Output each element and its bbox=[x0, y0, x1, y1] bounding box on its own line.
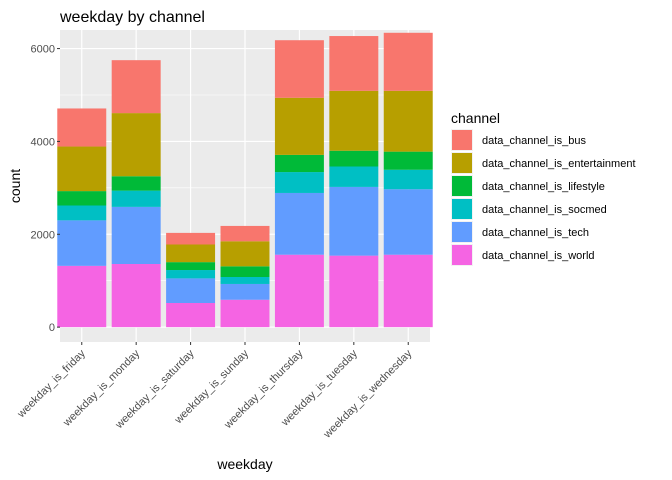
y-tick-label: 6000 bbox=[31, 44, 55, 56]
legend-label: data_channel_is_lifestyle bbox=[482, 181, 605, 193]
legend-label: data_channel_is_tech bbox=[482, 227, 589, 239]
bar-segment bbox=[329, 90, 379, 151]
legend-label: data_channel_is_entertainment bbox=[482, 158, 636, 170]
bar-segment bbox=[274, 154, 324, 173]
bar-segment bbox=[274, 254, 324, 328]
legend-label: data_channel_is_world bbox=[482, 250, 595, 262]
legend: channel data_channel_is_bus data_channel_… bbox=[451, 110, 636, 266]
bar-segment bbox=[166, 278, 216, 303]
bar-segment bbox=[111, 206, 161, 264]
bar-segment bbox=[166, 270, 216, 279]
legend-swatch bbox=[452, 176, 472, 196]
bar-segment bbox=[166, 232, 216, 245]
bar-segment bbox=[329, 186, 379, 256]
y-tick-label: 4000 bbox=[31, 136, 55, 148]
x-axis: weekday_is_fridayweekday_is_mondayweekda… bbox=[15, 342, 415, 441]
bar-segment bbox=[220, 225, 270, 242]
bar-segment bbox=[220, 277, 270, 284]
bar-segment bbox=[274, 192, 324, 255]
bar-segment bbox=[57, 265, 107, 328]
bar-segment bbox=[220, 299, 270, 328]
bar-segment bbox=[166, 303, 216, 328]
bar-segment bbox=[111, 113, 161, 177]
bar-segment bbox=[383, 189, 433, 255]
bar-segment bbox=[57, 191, 107, 206]
legend-label: data_channel_is_bus bbox=[482, 135, 586, 147]
chart-title: weekday by channel bbox=[59, 9, 205, 26]
bar-segment bbox=[111, 190, 161, 207]
y-tick-label: 2000 bbox=[31, 229, 55, 241]
bar-segment bbox=[220, 283, 270, 300]
bar-segment bbox=[329, 255, 379, 328]
bar-segment bbox=[274, 97, 324, 155]
bar-segment bbox=[329, 166, 379, 187]
legend-swatch bbox=[452, 153, 472, 173]
bar-segment bbox=[111, 176, 161, 191]
bar-segment bbox=[274, 40, 324, 98]
bar-segment bbox=[57, 205, 107, 221]
bar-segment bbox=[383, 254, 433, 328]
bar-segment bbox=[220, 266, 270, 277]
bar-segment bbox=[383, 90, 433, 152]
bar-segment bbox=[383, 169, 433, 190]
bar-segment bbox=[329, 36, 379, 91]
bar-segment bbox=[57, 108, 107, 147]
x-axis-title: weekday bbox=[216, 456, 272, 472]
legend-swatch bbox=[452, 199, 472, 219]
bar-segment bbox=[166, 244, 216, 263]
bars-group bbox=[57, 32, 433, 328]
legend-swatch bbox=[452, 130, 472, 150]
bar-segment bbox=[220, 241, 270, 267]
bar-segment bbox=[111, 60, 161, 114]
bar-segment bbox=[329, 150, 379, 167]
y-axis: 0 2000 4000 6000 bbox=[31, 44, 60, 334]
bar-segment bbox=[57, 220, 107, 266]
bar-segment bbox=[383, 151, 433, 170]
bar-segment bbox=[383, 32, 433, 91]
legend-label: data_channel_is_socmed bbox=[482, 204, 607, 216]
legend-title: channel bbox=[451, 110, 500, 126]
y-tick-label: 0 bbox=[49, 322, 55, 334]
bar-segment bbox=[166, 262, 216, 271]
legend-swatch bbox=[452, 222, 472, 242]
bar-segment bbox=[111, 264, 161, 328]
y-axis-title: count bbox=[7, 169, 23, 203]
x-tick-label: weekday_is_wednesday bbox=[321, 347, 415, 441]
bar-segment bbox=[57, 146, 107, 192]
legend-swatch bbox=[452, 245, 472, 265]
bar-segment bbox=[274, 172, 324, 193]
